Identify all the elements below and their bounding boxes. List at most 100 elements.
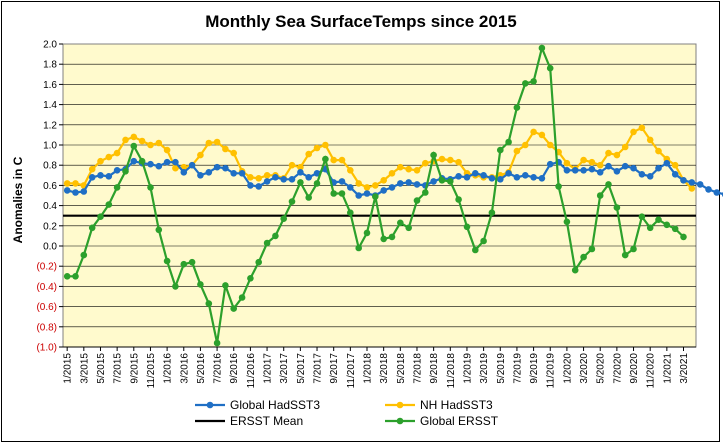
data-point xyxy=(630,164,637,172)
data-point xyxy=(247,275,254,282)
data-point xyxy=(563,159,571,167)
y-axis: 2.0 1.8 1.6 1.4 1.2 1.0 0.8 0.6 0.4 0.2 0.0 (0.2) (0… xyxy=(36,40,63,354)
data-point xyxy=(588,245,596,253)
data-point xyxy=(88,224,96,232)
x-tick-label: 11/2016 xyxy=(246,353,257,389)
data-point xyxy=(530,174,537,181)
series-layer xyxy=(63,44,723,347)
data-point xyxy=(713,189,721,196)
data-point xyxy=(696,181,704,188)
data-point xyxy=(688,185,696,192)
data-point xyxy=(205,169,213,176)
data-point xyxy=(147,141,154,149)
data-point xyxy=(397,219,404,227)
data-point xyxy=(247,182,254,189)
data-point xyxy=(680,177,687,184)
data-point xyxy=(405,165,413,173)
x-tick-label: 11/2019 xyxy=(546,353,557,389)
data-point xyxy=(372,193,379,200)
data-point xyxy=(313,180,321,187)
data-point xyxy=(113,184,121,191)
data-point xyxy=(322,155,329,163)
x-tick-label: 3/2021 xyxy=(679,353,690,384)
data-point xyxy=(230,149,237,157)
data-point xyxy=(596,169,604,176)
data-point xyxy=(388,184,396,191)
data-point xyxy=(538,175,546,182)
data-point xyxy=(638,124,646,132)
data-point xyxy=(172,164,179,172)
data-point xyxy=(621,162,629,170)
data-point xyxy=(613,204,621,211)
y-tick-label: (1.0) xyxy=(36,343,57,354)
y-tick-label: 1.8 xyxy=(43,60,57,71)
data-point xyxy=(280,215,288,222)
data-point xyxy=(430,178,437,185)
data-point xyxy=(63,180,71,187)
data-point xyxy=(380,187,388,194)
data-point xyxy=(680,233,687,241)
data-point xyxy=(205,139,213,147)
data-point xyxy=(430,151,437,159)
x-tick-label: 9/2020 xyxy=(629,353,640,384)
data-point xyxy=(571,266,579,274)
series-global-ersst xyxy=(63,44,687,347)
data-point xyxy=(347,184,354,191)
x-tick-label: 5/2017 xyxy=(296,353,307,384)
data-point xyxy=(488,175,496,182)
x-tick-label: 3/2020 xyxy=(579,353,590,384)
data-point xyxy=(513,147,521,155)
data-point xyxy=(205,300,213,307)
data-point xyxy=(546,64,554,72)
data-point xyxy=(138,137,146,145)
data-point xyxy=(388,170,396,177)
data-point xyxy=(305,194,313,201)
data-point xyxy=(447,156,454,164)
data-point xyxy=(646,173,654,180)
y-tick-label: 0.8 xyxy=(43,161,57,172)
data-point xyxy=(655,147,662,155)
data-point xyxy=(72,273,79,280)
legend-swatch-marker xyxy=(396,401,404,409)
data-point xyxy=(97,157,104,165)
data-point xyxy=(338,156,346,164)
data-point xyxy=(688,179,696,186)
data-point xyxy=(213,138,221,146)
x-tick-label: 7/2020 xyxy=(612,353,623,384)
data-point xyxy=(222,282,229,289)
data-point xyxy=(255,183,262,190)
x-tick-label: 9/2019 xyxy=(529,353,540,384)
data-point xyxy=(147,160,154,168)
data-point xyxy=(188,258,196,266)
data-point xyxy=(546,141,554,149)
data-point xyxy=(455,173,462,180)
data-point xyxy=(63,187,71,194)
data-point xyxy=(163,158,171,166)
data-point xyxy=(513,174,521,181)
data-point xyxy=(621,251,629,259)
data-point xyxy=(155,226,163,234)
data-point xyxy=(97,172,104,179)
data-point xyxy=(397,163,404,171)
data-point xyxy=(355,192,363,199)
data-point xyxy=(638,171,646,178)
data-point xyxy=(488,209,496,216)
data-point xyxy=(621,143,629,151)
data-point xyxy=(380,177,388,184)
data-point xyxy=(596,192,604,199)
data-point xyxy=(263,178,271,185)
data-point xyxy=(405,224,413,232)
data-point xyxy=(655,164,662,172)
data-point xyxy=(297,163,304,171)
data-point xyxy=(405,179,413,186)
legend-item: Global ERSST xyxy=(385,414,499,428)
x-tick-label: 11/2017 xyxy=(346,353,357,389)
data-point xyxy=(255,175,262,182)
data-point xyxy=(155,139,163,147)
data-point xyxy=(655,216,662,223)
data-point xyxy=(513,104,521,111)
data-point xyxy=(163,257,171,265)
data-point xyxy=(580,167,587,174)
data-point xyxy=(197,151,204,159)
data-point xyxy=(263,239,271,247)
